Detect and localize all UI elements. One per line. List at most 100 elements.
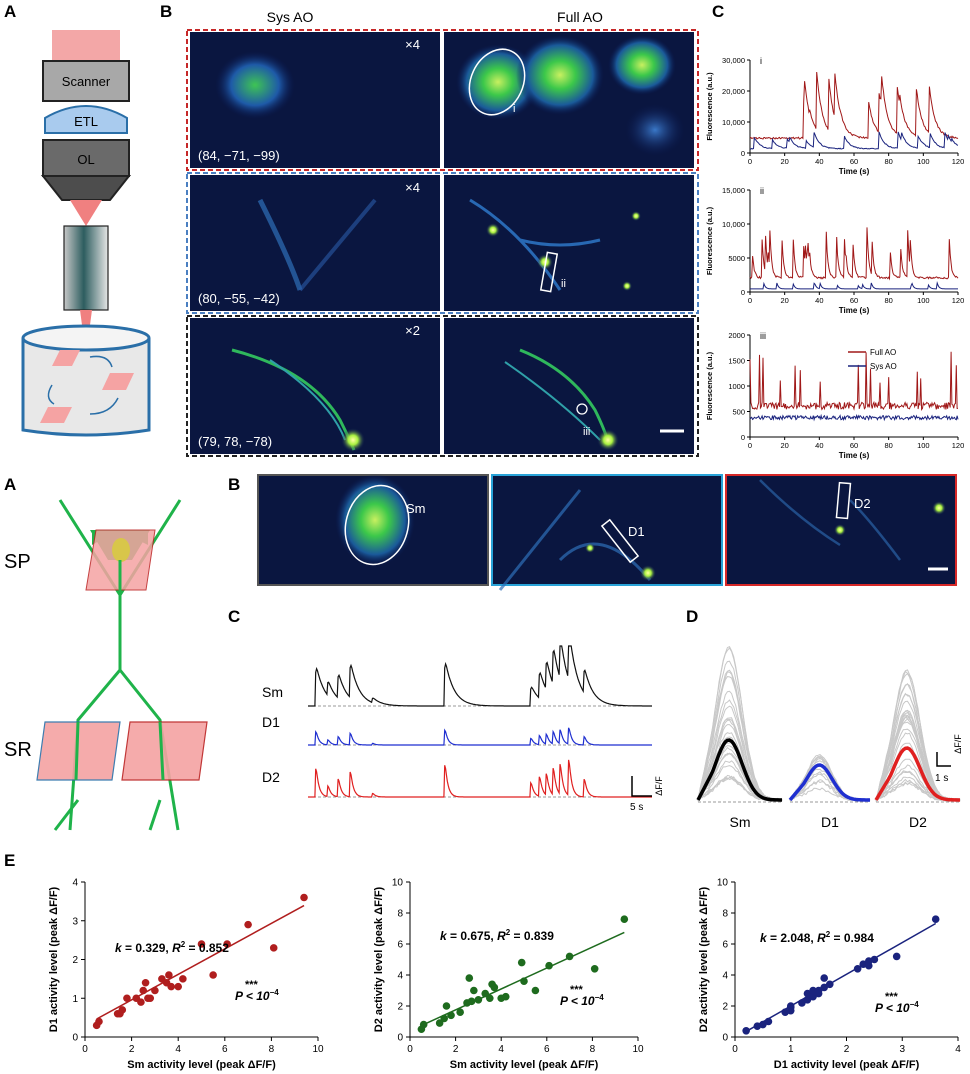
data-point	[803, 996, 812, 1004]
e-xtick-label: 0	[82, 1044, 88, 1055]
coordinates-label: (84, −71, −99)	[198, 148, 280, 163]
c-xtick-label: 100	[917, 441, 930, 450]
e-xlabel: D1 activity level (peak ΔF/F)	[774, 1059, 920, 1071]
c-xtick-label: 120	[952, 441, 965, 450]
c-panel-label: ii	[760, 186, 764, 196]
e-ytick-label: 0	[722, 1033, 728, 1044]
scale-dff: ΔF/F	[654, 776, 664, 796]
c-ytick-label: 0	[741, 433, 745, 442]
data-point	[269, 944, 278, 952]
full-soma-2	[516, 35, 604, 115]
c-xtick-label: 0	[748, 157, 752, 166]
p-value: P < 10−4	[560, 993, 604, 1008]
e-ytick-label: 4	[397, 971, 403, 982]
e-ytick-label: 6	[397, 940, 403, 951]
e-xtick-label: 1	[788, 1044, 794, 1055]
panel-letter-top-b: B	[160, 2, 172, 21]
e-ytick-label: 10	[717, 878, 729, 889]
sys-bouton	[341, 428, 365, 452]
c-xtick-label: 60	[850, 157, 858, 166]
panel-letter-bot-e: E	[4, 851, 15, 870]
data-point	[814, 989, 823, 998]
p-value: P < 10−4	[235, 988, 279, 1003]
c-xtick-label: 120	[952, 296, 965, 305]
data-point	[486, 994, 494, 1003]
trace-label-D2: D2	[262, 769, 280, 785]
c-ytick-label: 30,000	[722, 56, 745, 65]
data-point	[435, 1019, 444, 1027]
data-point	[809, 986, 817, 995]
trace-full-ao	[749, 351, 958, 411]
e-ylabel: D1 activity level (peak ΔF/F)	[48, 886, 60, 1032]
data-point	[520, 977, 528, 985]
trace-label-Sm: Sm	[262, 684, 283, 700]
c-xtick-label: 40	[815, 157, 823, 166]
e-xtick-label: 0	[732, 1044, 738, 1055]
roi-label-iii: iii	[583, 426, 590, 438]
c-ytick-label: 1000	[728, 382, 745, 391]
d1-spine	[640, 565, 656, 581]
e-xtick-label: 10	[312, 1044, 324, 1055]
c-ytick-label: 1500	[728, 357, 745, 366]
grin-lens	[63, 225, 109, 311]
label-sp: SP	[4, 551, 31, 573]
data-point	[764, 1017, 773, 1026]
c-xtick-label: 120	[952, 157, 965, 166]
c-xtick-label: 80	[884, 296, 892, 305]
c-ytick-label: 15,000	[722, 186, 745, 195]
data-point	[244, 920, 252, 929]
data-point	[759, 1020, 767, 1029]
data-point	[179, 975, 187, 983]
scale-bar	[631, 776, 652, 797]
panel-letter-bot-d: D	[686, 607, 698, 626]
e-ylabel: D2 activity level (peak ΔF/F)	[698, 886, 710, 1032]
data-point	[825, 980, 834, 989]
delta-f-traces: Sm D1 D2 ΔF/F 5 s	[262, 645, 664, 813]
neuron-schematic	[36, 499, 208, 831]
data-point	[490, 983, 499, 992]
zoom-label: ×4	[405, 37, 420, 52]
sys-soma	[215, 51, 295, 119]
roi-ii	[539, 251, 559, 293]
fluorescence-traces: 0 10,000 20,000 30,000 0 20 40 60 80 100 120 Time (…	[705, 56, 964, 460]
data-point	[565, 952, 574, 961]
scale-time: 5 s	[630, 802, 643, 813]
e-ytick-label: 10	[392, 878, 404, 889]
full-axon-2	[504, 361, 601, 441]
trace-label-D1: D1	[262, 714, 280, 730]
significance-stars: ***	[245, 979, 259, 991]
c-xtick-label: 20	[780, 157, 788, 166]
trace-full-ao	[749, 71, 959, 140]
legend-label: Sys AO	[870, 362, 897, 371]
row-frame-i	[186, 29, 699, 171]
avg-label-D2: D2	[909, 814, 927, 830]
data-point	[300, 893, 308, 902]
e-xtick-label: 2	[844, 1044, 850, 1055]
data-point	[174, 982, 182, 991]
e-xtick-label: 10	[632, 1044, 644, 1055]
e-xtick-label: 6	[544, 1044, 550, 1055]
e-ytick-label: 1	[72, 994, 78, 1005]
full-bouton	[597, 429, 619, 451]
d1-dendrite	[498, 489, 652, 591]
c-xtick-label: 60	[850, 441, 858, 450]
d2-spine	[834, 524, 846, 536]
c-ytick-label: 10,000	[722, 118, 745, 127]
c-xtick-label: 80	[884, 441, 892, 450]
roi-i	[468, 48, 526, 116]
panel-letter-bot-b: B	[228, 475, 240, 494]
d1-spine-2	[585, 543, 595, 553]
fit-line	[96, 904, 305, 1020]
microscopy-image-grid: ×4 (84, −71, −99) ×4 (80, −55, −42) ×2 (79, 7…	[186, 29, 699, 457]
data-point	[590, 965, 599, 973]
full-soma-4	[625, 104, 685, 156]
panel-letter-bot-a: A	[4, 475, 16, 494]
e-xtick-label: 3	[899, 1044, 905, 1055]
c-xtick-label: 20	[780, 441, 788, 450]
avg-label-Sm: Sm	[730, 814, 751, 830]
data-point	[481, 989, 490, 998]
fit-line	[745, 922, 937, 1033]
c-ylabel: Fluorescence (a.u.)	[705, 72, 714, 141]
e-ytick-label: 2	[72, 955, 78, 966]
e-xlabel: Sm activity level (peak ΔF/F)	[450, 1059, 599, 1071]
